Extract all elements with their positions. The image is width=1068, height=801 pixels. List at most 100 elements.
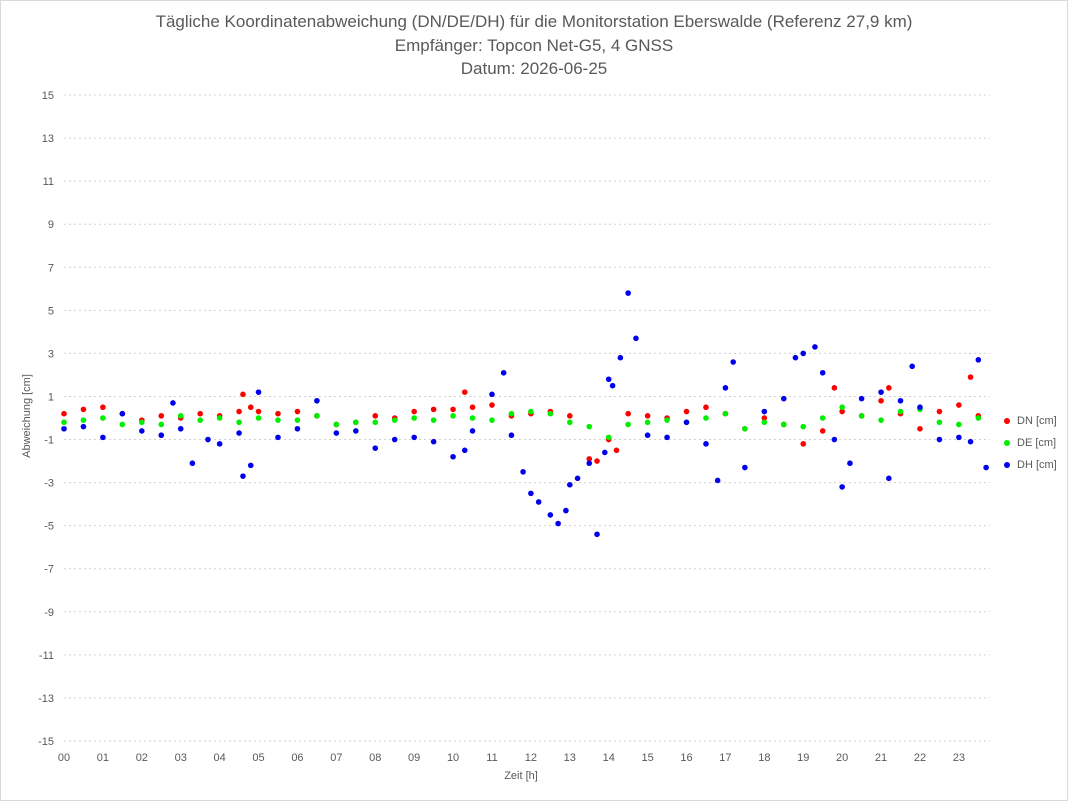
data-point-dn — [917, 425, 923, 432]
data-point-dh — [236, 430, 242, 436]
x-tick-label: 20 — [836, 752, 848, 764]
data-point-dn — [411, 408, 417, 415]
data-point-de — [742, 425, 748, 432]
data-point-dh — [975, 357, 982, 363]
data-point-de — [411, 415, 417, 421]
data-point-dh — [800, 350, 807, 357]
x-tick-label: 15 — [641, 752, 653, 764]
data-point-dh — [683, 419, 690, 426]
data-point-dh — [566, 481, 573, 488]
chart-title: Tägliche Koordinatenabweichung (DN/DE/DH… — [155, 12, 913, 31]
data-point-de — [275, 417, 281, 423]
data-point-dh — [461, 447, 468, 454]
y-tick-label: -15 — [38, 736, 54, 748]
data-point-dn — [469, 404, 476, 411]
data-point-dh — [967, 438, 974, 445]
data-point-de — [586, 423, 593, 430]
data-point-de — [430, 417, 437, 423]
data-point-dh — [878, 389, 884, 395]
data-point-dn — [255, 408, 262, 415]
legend-marker-de — [1004, 440, 1010, 446]
data-point-dh — [831, 436, 838, 443]
data-point-dn — [586, 456, 593, 462]
data-point-dn — [489, 402, 495, 408]
data-point-de — [508, 410, 515, 417]
data-point-de — [664, 417, 670, 423]
data-point-dn — [936, 408, 943, 415]
legend-label-de: DE [cm] — [1017, 437, 1057, 449]
chart-subtitle-receiver: Empfänger: Topcon Net-G5, 4 GNSS — [394, 36, 674, 55]
data-point-dh — [275, 434, 281, 441]
data-point-de — [644, 419, 651, 426]
data-point-dh — [602, 449, 608, 456]
data-point-de — [236, 419, 242, 426]
data-point-dh — [897, 397, 904, 404]
data-point-dn — [294, 408, 301, 415]
x-axis-title: Zeit [h] — [504, 770, 538, 782]
data-point-de — [314, 413, 320, 419]
data-point-dh — [170, 400, 176, 406]
data-point-dn — [886, 385, 892, 391]
x-tick-label: 13 — [564, 752, 576, 764]
data-point-dn — [240, 391, 246, 398]
data-point-dn — [613, 447, 620, 454]
data-point-de — [528, 408, 534, 415]
data-point-dn — [372, 413, 379, 419]
data-point-dh — [411, 434, 417, 441]
data-point-dh — [839, 484, 845, 490]
y-tick-label: -13 — [38, 693, 54, 705]
data-point-dn — [80, 406, 87, 413]
data-point-de — [391, 417, 398, 423]
x-tick-label: 14 — [603, 752, 615, 764]
x-tick-label: 05 — [252, 752, 264, 764]
data-point-dh — [858, 395, 865, 402]
data-point-dh — [372, 445, 379, 451]
data-point-dh — [812, 344, 818, 350]
data-point-dh — [255, 389, 262, 395]
data-point-dh — [205, 436, 211, 443]
data-point-dh — [586, 460, 593, 467]
data-point-dh — [333, 430, 340, 436]
data-point-dh — [574, 475, 581, 482]
x-tick-label: 03 — [175, 752, 187, 764]
y-tick-label: -9 — [44, 607, 54, 619]
data-point-de — [372, 419, 379, 426]
data-point-dn — [461, 389, 468, 395]
data-point-dn — [197, 410, 203, 417]
data-point-dh — [469, 428, 476, 434]
data-point-dh — [139, 428, 145, 434]
data-point-de — [780, 421, 787, 428]
data-point-dn — [967, 374, 974, 380]
legend-label-dh: DH [cm] — [1017, 459, 1057, 471]
data-point-de — [605, 434, 612, 441]
data-point-dh — [535, 499, 542, 505]
legend-item-dn: DN [cm] — [1000, 410, 1066, 432]
data-point-dh — [314, 397, 320, 404]
data-point-de — [197, 417, 203, 423]
data-point-dh — [703, 441, 709, 447]
data-point-dh — [430, 438, 437, 445]
data-point-de — [333, 421, 340, 428]
x-tick-label: 02 — [136, 752, 148, 764]
y-tick-label: 1 — [48, 391, 54, 403]
data-point-de — [177, 413, 184, 419]
data-point-dn — [831, 385, 838, 391]
data-point-dh — [761, 408, 768, 415]
data-point-dh — [609, 382, 616, 389]
legend-marker-dn — [1004, 418, 1010, 424]
data-point-de — [294, 417, 301, 423]
y-tick-label: -5 — [44, 521, 54, 533]
y-tick-label: 5 — [48, 305, 54, 317]
data-point-de — [469, 415, 476, 421]
y-tick-label: -3 — [44, 478, 54, 490]
x-tick-label: 10 — [447, 752, 459, 764]
data-point-de — [158, 421, 165, 428]
data-point-dh — [216, 441, 223, 447]
y-axis-title: Abweichung [cm] — [21, 374, 33, 458]
data-point-dh — [847, 460, 853, 467]
data-point-dn — [761, 415, 768, 421]
data-point-de — [255, 415, 262, 421]
data-point-de — [703, 415, 709, 421]
data-point-dn — [158, 413, 165, 419]
